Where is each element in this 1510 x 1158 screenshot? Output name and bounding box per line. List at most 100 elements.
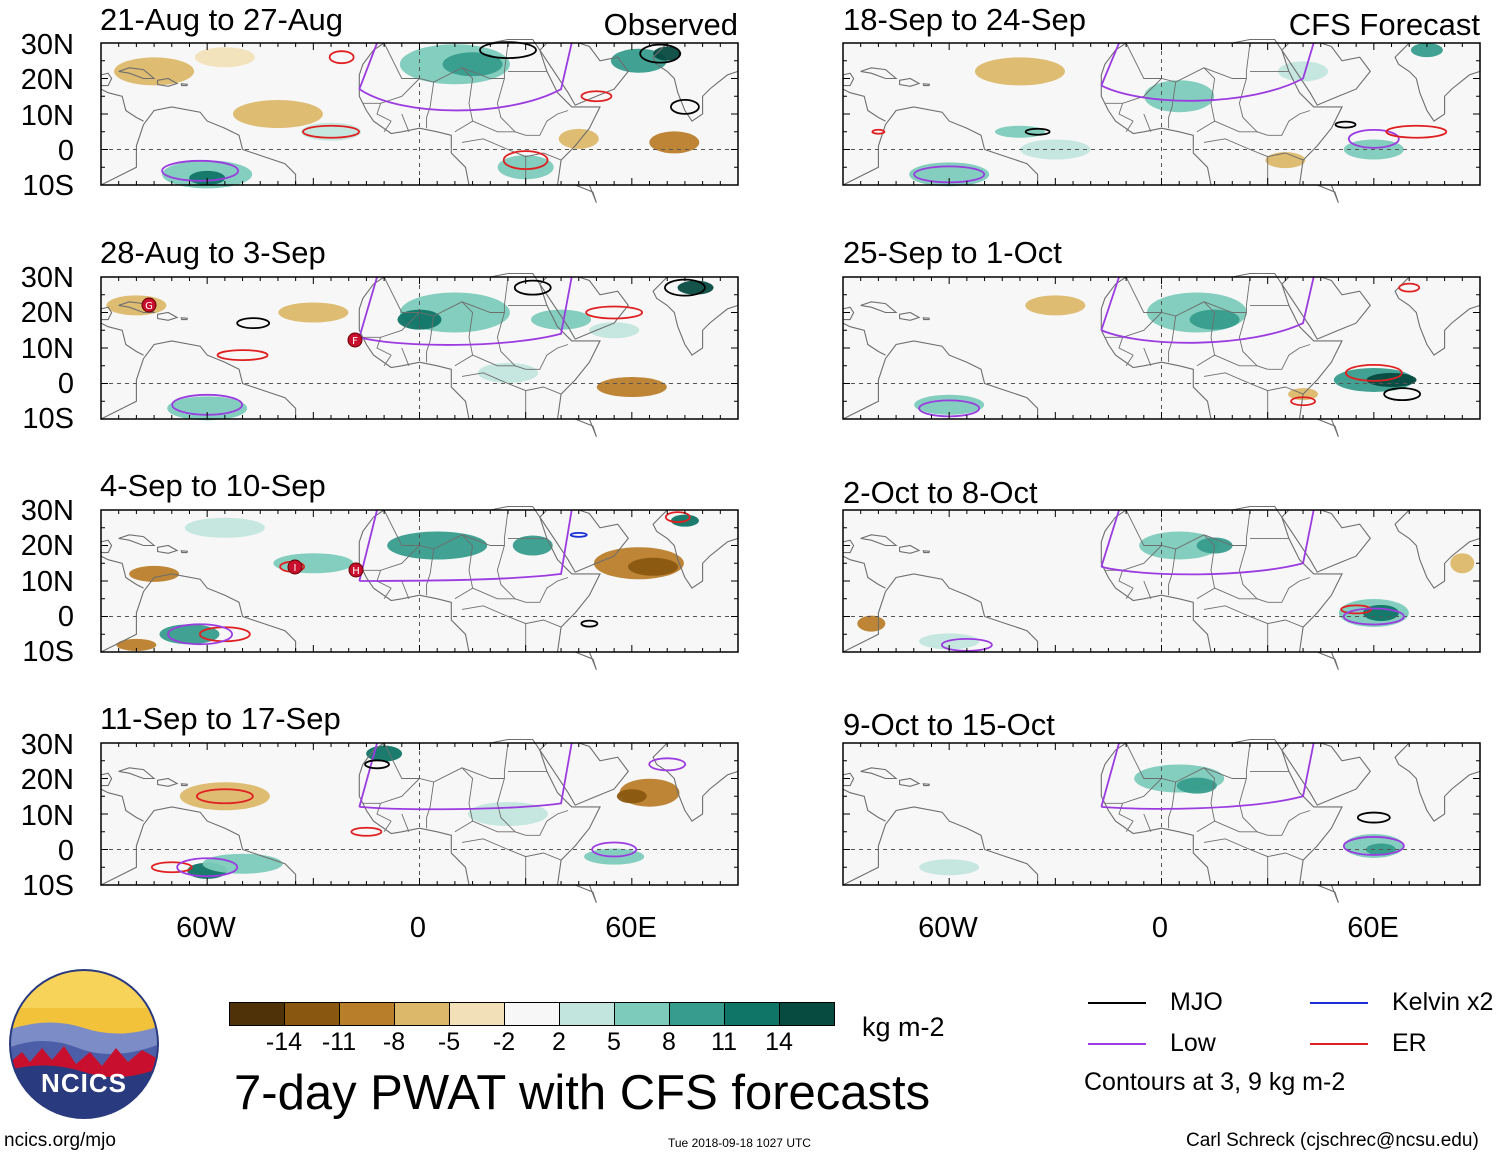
lat-label-20n: 20N — [20, 64, 74, 96]
tick-marks — [842, 276, 1481, 420]
mjo-contour — [1356, 811, 1391, 824]
pwat-anomaly — [477, 362, 538, 383]
pwat-anomaly — [232, 100, 323, 128]
coastline — [922, 550, 930, 554]
country-border — [1238, 778, 1268, 836]
coastline — [574, 418, 597, 438]
colorbar-label: 14 — [765, 1028, 793, 1056]
colorbar-label: 11 — [711, 1028, 737, 1056]
colorbar-label: -2 — [492, 1028, 516, 1056]
country-border — [1267, 810, 1311, 836]
contour-layer — [918, 276, 1422, 418]
low-contour — [167, 623, 233, 646]
coastline — [180, 550, 188, 554]
low-contour — [648, 757, 687, 772]
colorbar-swatch — [229, 1002, 285, 1026]
country-border — [1238, 78, 1268, 136]
country-border — [1143, 113, 1152, 132]
pwat-anomaly — [179, 782, 270, 811]
country-border — [426, 548, 435, 596]
country-border — [401, 580, 410, 599]
ncics-logo: NCICS — [9, 969, 159, 1119]
low-contour — [591, 841, 638, 858]
coastline — [180, 83, 188, 87]
forecast-label: CFS Forecast — [1288, 7, 1480, 42]
colorbar-label: -11 — [321, 1028, 357, 1056]
lon-label-0: 0 — [409, 912, 427, 944]
pwat-anomaly — [857, 615, 886, 632]
er-contour — [580, 90, 613, 103]
coastline — [180, 783, 188, 787]
er-contour — [664, 511, 691, 523]
colorbar — [229, 1002, 835, 1026]
pwat-anomaly — [616, 789, 647, 804]
country-border — [1168, 781, 1177, 829]
country-border — [1214, 354, 1258, 367]
country-border — [401, 813, 410, 832]
er-contour — [350, 826, 383, 837]
pwat-anomaly — [649, 131, 700, 154]
colorbar-label: -5 — [437, 1028, 461, 1056]
mjo-contour — [1024, 127, 1051, 136]
country-border — [1196, 767, 1216, 833]
coastline — [157, 777, 179, 787]
pwat-anomaly — [278, 302, 349, 323]
map-panel-fcst-4 — [842, 738, 1481, 904]
coastline — [100, 340, 297, 420]
er-contour — [195, 788, 254, 805]
low-contour — [1100, 42, 1120, 86]
storm-marker-g: G — [141, 297, 157, 313]
country-border — [1196, 67, 1216, 133]
er-contour — [1344, 363, 1403, 382]
coastline — [100, 88, 144, 122]
observed-label: Observed — [603, 7, 738, 42]
tick-marks — [100, 742, 739, 886]
pwat-anomaly — [994, 125, 1045, 138]
country-border — [383, 820, 392, 833]
country-border — [383, 742, 509, 783]
coastline — [118, 301, 156, 314]
country-border — [496, 545, 526, 603]
coastline — [842, 106, 1039, 186]
pwat-anomaly — [628, 557, 679, 576]
coastline — [899, 77, 921, 87]
low-contour — [1347, 128, 1400, 149]
pwat-anomaly — [194, 47, 255, 68]
er-contour — [1385, 124, 1448, 139]
contour-layer — [167, 509, 691, 646]
coastline — [574, 884, 597, 904]
pwat-anomaly — [1176, 777, 1217, 794]
pwat-anomaly — [914, 394, 985, 415]
country-border — [1238, 312, 1268, 370]
country-border — [525, 577, 569, 603]
coastline — [860, 67, 898, 80]
pwat-anomaly — [1144, 80, 1215, 113]
er-contour — [585, 305, 644, 320]
pwat-anomaly — [558, 128, 599, 149]
coastlines — [100, 505, 739, 671]
country-border — [1214, 120, 1258, 133]
coastline — [842, 340, 1039, 420]
country-border — [472, 120, 516, 133]
mjo-contour — [580, 619, 599, 628]
tick-marks — [100, 509, 739, 653]
coastline — [860, 767, 898, 780]
coastline — [842, 573, 1039, 653]
coastline — [922, 783, 930, 787]
country-border — [1203, 138, 1304, 161]
country-border — [1214, 820, 1258, 833]
mjo-contour — [1383, 387, 1422, 402]
country-border — [1125, 354, 1134, 367]
legend-kelvin-line — [1310, 1002, 1368, 1004]
country-border — [461, 138, 562, 161]
pwat-anomaly — [202, 853, 283, 874]
country-border — [1203, 372, 1304, 395]
country-border — [472, 820, 516, 833]
panel-title-obs-1: 21-Aug to 27-Aug — [100, 2, 344, 37]
panel-title-obs-3: 4-Sep to 10-Sep — [100, 468, 326, 503]
panel-title-fcst-1: 18-Sep to 24-Sep — [843, 2, 1087, 37]
pwat-anomaly — [1450, 553, 1475, 574]
pwat-anomaly — [1020, 139, 1091, 160]
lat-label-20n: 20N — [20, 764, 74, 796]
colorbar-swatch — [504, 1002, 560, 1026]
